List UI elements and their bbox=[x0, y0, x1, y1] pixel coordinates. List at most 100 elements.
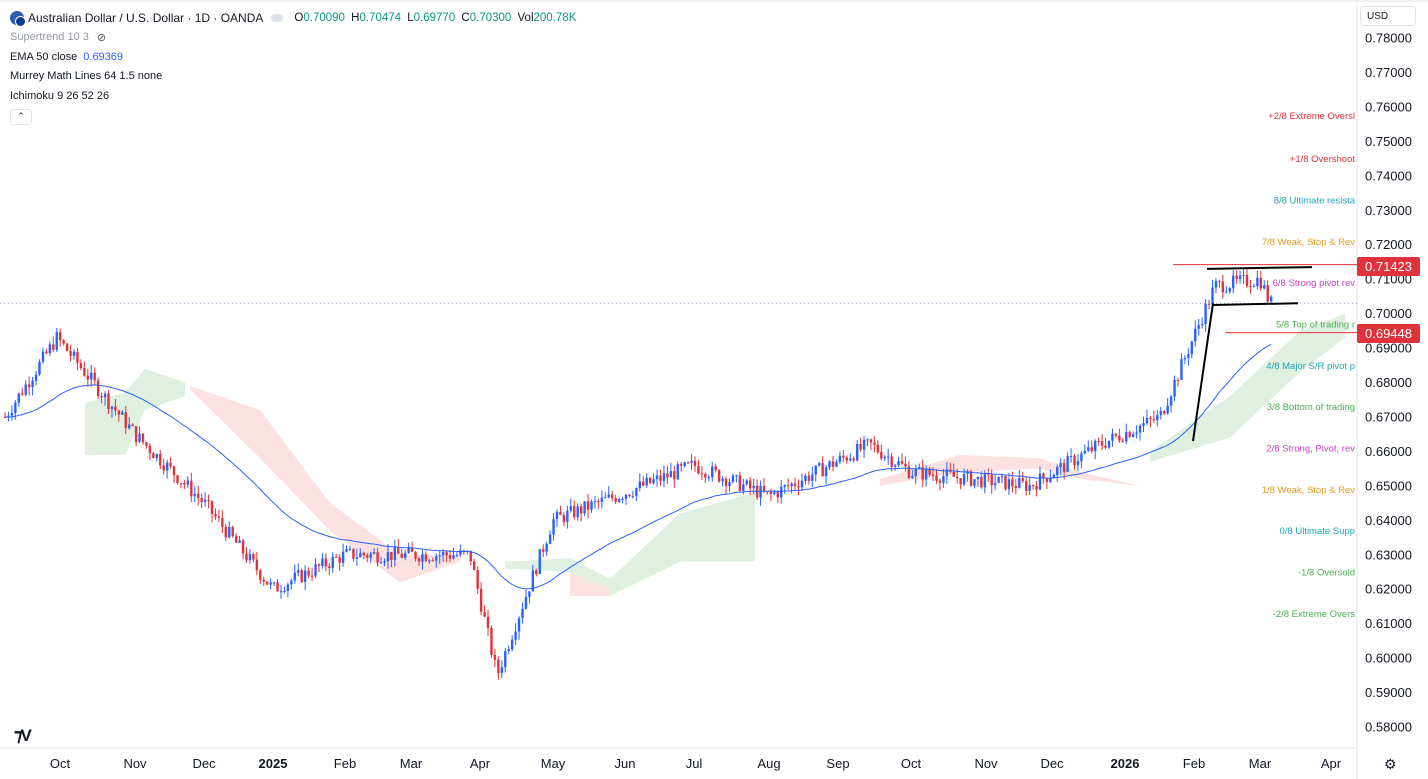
candle-body bbox=[197, 493, 200, 498]
settings-gear-icon[interactable]: ⚙ bbox=[1384, 756, 1397, 772]
candle-body bbox=[479, 588, 483, 612]
price-tick-label: 0.65000 bbox=[1365, 478, 1412, 493]
candle-body bbox=[945, 469, 949, 477]
candle-body bbox=[648, 477, 652, 483]
candle-body bbox=[1245, 274, 1249, 286]
candle-body bbox=[428, 560, 431, 562]
price-tick-label: 0.66000 bbox=[1365, 444, 1412, 459]
price-tick-label: 0.59000 bbox=[1365, 685, 1412, 700]
candle-body bbox=[842, 455, 845, 458]
candle-body bbox=[259, 570, 262, 580]
price-tick-label: 0.78000 bbox=[1365, 31, 1412, 46]
candle-body bbox=[455, 554, 459, 556]
market-status-dot[interactable] bbox=[271, 13, 284, 22]
indicator-supertrend[interactable]: Supertrend 10 3 ⊘ bbox=[10, 31, 107, 44]
indicator-ichimoku[interactable]: Ichimoku 9 26 52 26 bbox=[10, 89, 110, 102]
candle-body bbox=[1118, 435, 1121, 441]
price-tick-label: 0.77000 bbox=[1365, 65, 1412, 80]
candle-body bbox=[31, 380, 34, 388]
candle-body bbox=[1242, 274, 1245, 276]
candle-body bbox=[1142, 423, 1145, 426]
candle-body bbox=[217, 516, 221, 518]
candle-body bbox=[155, 454, 158, 459]
candle-body bbox=[731, 475, 735, 483]
price-tick-label: 0.76000 bbox=[1365, 99, 1412, 114]
candle-body bbox=[838, 455, 842, 462]
price-tick-label: 0.58000 bbox=[1365, 720, 1412, 735]
murrey-level-label: +1/8 Overshoot bbox=[1290, 154, 1356, 165]
candle-body bbox=[404, 552, 407, 558]
candle-body bbox=[966, 471, 969, 475]
candle-body bbox=[635, 488, 638, 496]
candle-body bbox=[938, 480, 942, 483]
time-tick-label: May bbox=[541, 756, 566, 771]
candle-body bbox=[90, 372, 93, 380]
price-tick-label: 0.62000 bbox=[1365, 582, 1412, 597]
candle-body bbox=[597, 501, 600, 503]
candle-body bbox=[245, 553, 248, 561]
candle-body bbox=[359, 552, 362, 558]
candle-body bbox=[790, 483, 793, 487]
ichimoku-cloud bbox=[570, 571, 610, 597]
flag-lower-line[interactable] bbox=[1212, 302, 1299, 306]
time-tick-label: Aug bbox=[757, 756, 780, 771]
candle-body bbox=[1138, 425, 1142, 433]
candle-body bbox=[183, 483, 186, 485]
candle-body bbox=[341, 551, 345, 563]
candle-body bbox=[497, 659, 500, 673]
candle-body bbox=[276, 582, 279, 592]
candle-body bbox=[824, 467, 828, 477]
currency-selector[interactable]: USD bbox=[1360, 6, 1416, 26]
candle-body bbox=[410, 547, 414, 552]
candle-body bbox=[1035, 486, 1038, 490]
candle-body bbox=[86, 375, 89, 380]
candle-body bbox=[1131, 434, 1135, 437]
candle-body bbox=[331, 556, 334, 569]
candle-body bbox=[1097, 441, 1100, 443]
candle-body bbox=[21, 393, 24, 395]
candle-body bbox=[1249, 285, 1252, 287]
candle-body bbox=[1128, 432, 1131, 437]
candle-body bbox=[393, 547, 397, 560]
indicator-ema[interactable]: EMA 50 close 0.69369 bbox=[10, 50, 124, 63]
candle-body bbox=[300, 570, 303, 582]
candle-body bbox=[1200, 324, 1204, 326]
murrey-level-label: 2/8 Strong, Pivot, rev bbox=[1266, 443, 1355, 454]
candle-body bbox=[59, 332, 62, 341]
candle-body bbox=[1152, 419, 1156, 421]
candle-body bbox=[673, 471, 676, 480]
candle-body bbox=[583, 501, 586, 514]
candle-body bbox=[10, 412, 14, 416]
candle-body bbox=[766, 491, 769, 493]
candle-body bbox=[262, 579, 265, 582]
candle-body bbox=[735, 475, 738, 477]
trendline[interactable] bbox=[1192, 303, 1214, 442]
close-value: 0.70300 bbox=[469, 11, 512, 24]
candle-body bbox=[593, 501, 597, 503]
hidden-eye-icon[interactable]: ⊘ bbox=[96, 31, 107, 44]
candle-body bbox=[93, 372, 96, 381]
murrey-level-label: 3/8 Bottom of trading bbox=[1267, 402, 1355, 413]
ichimoku-cloud bbox=[85, 368, 185, 455]
time-tick-label: Sep bbox=[826, 756, 849, 771]
candle-body bbox=[1125, 432, 1128, 442]
candle-body bbox=[1266, 285, 1269, 302]
symbol-title[interactable]: Australian Dollar / U.S. Dollar · 1D · O… bbox=[28, 10, 264, 25]
ema-50-line bbox=[4, 343, 1272, 590]
indicator-murrey[interactable]: Murrey Math Lines 64 1.5 none bbox=[10, 70, 163, 83]
candle-body bbox=[911, 475, 914, 478]
collapse-legend-button[interactable]: ⌃ bbox=[10, 108, 32, 125]
candle-body bbox=[1252, 286, 1256, 288]
ema-value: 0.69369 bbox=[83, 50, 124, 63]
candle-body bbox=[1235, 275, 1238, 279]
candle-body bbox=[1256, 277, 1259, 287]
candle-body bbox=[1114, 433, 1118, 436]
flag-upper-line[interactable] bbox=[1206, 266, 1313, 270]
candle-body bbox=[862, 439, 866, 450]
candle-body bbox=[617, 498, 621, 502]
tradingview-logo[interactable]: ⁊V bbox=[14, 726, 32, 745]
candle-body bbox=[887, 456, 890, 458]
candle-body bbox=[55, 332, 58, 350]
candle-body bbox=[372, 552, 376, 554]
